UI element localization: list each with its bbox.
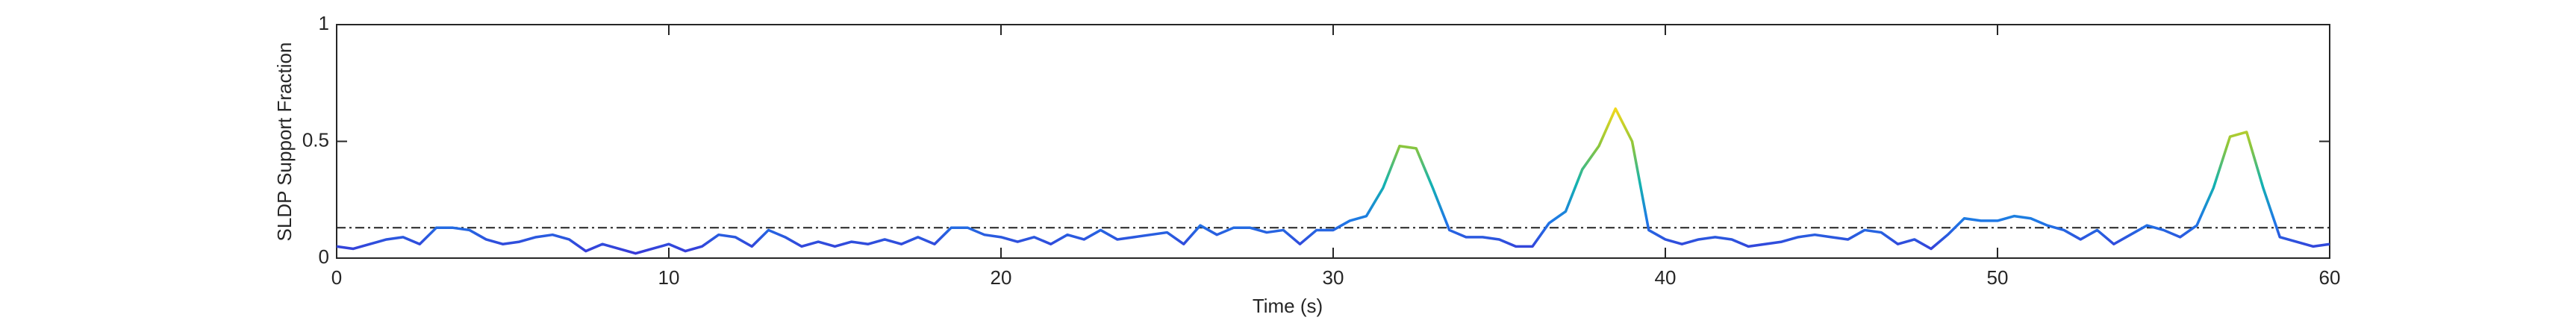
x-tick-label: 10 xyxy=(658,266,680,289)
x-tick-label: 60 xyxy=(2319,266,2341,289)
x-tick-label: 30 xyxy=(1323,266,1344,289)
axes-box xyxy=(336,24,2330,259)
x-tick-label: 40 xyxy=(1655,266,1677,289)
y-tick-label: 0 xyxy=(319,245,329,268)
x-tick-label: 20 xyxy=(991,266,1012,289)
y-tick-label: 1 xyxy=(319,12,329,34)
x-axis-label: Time (s) xyxy=(1253,295,1323,317)
x-tick-label: 50 xyxy=(1987,266,2009,289)
data-line xyxy=(336,107,2330,255)
y-axis-label: SLDP Support Fraction xyxy=(273,43,296,242)
y-tick-label: 0.5 xyxy=(302,128,329,151)
x-tick-label: 0 xyxy=(331,266,342,289)
